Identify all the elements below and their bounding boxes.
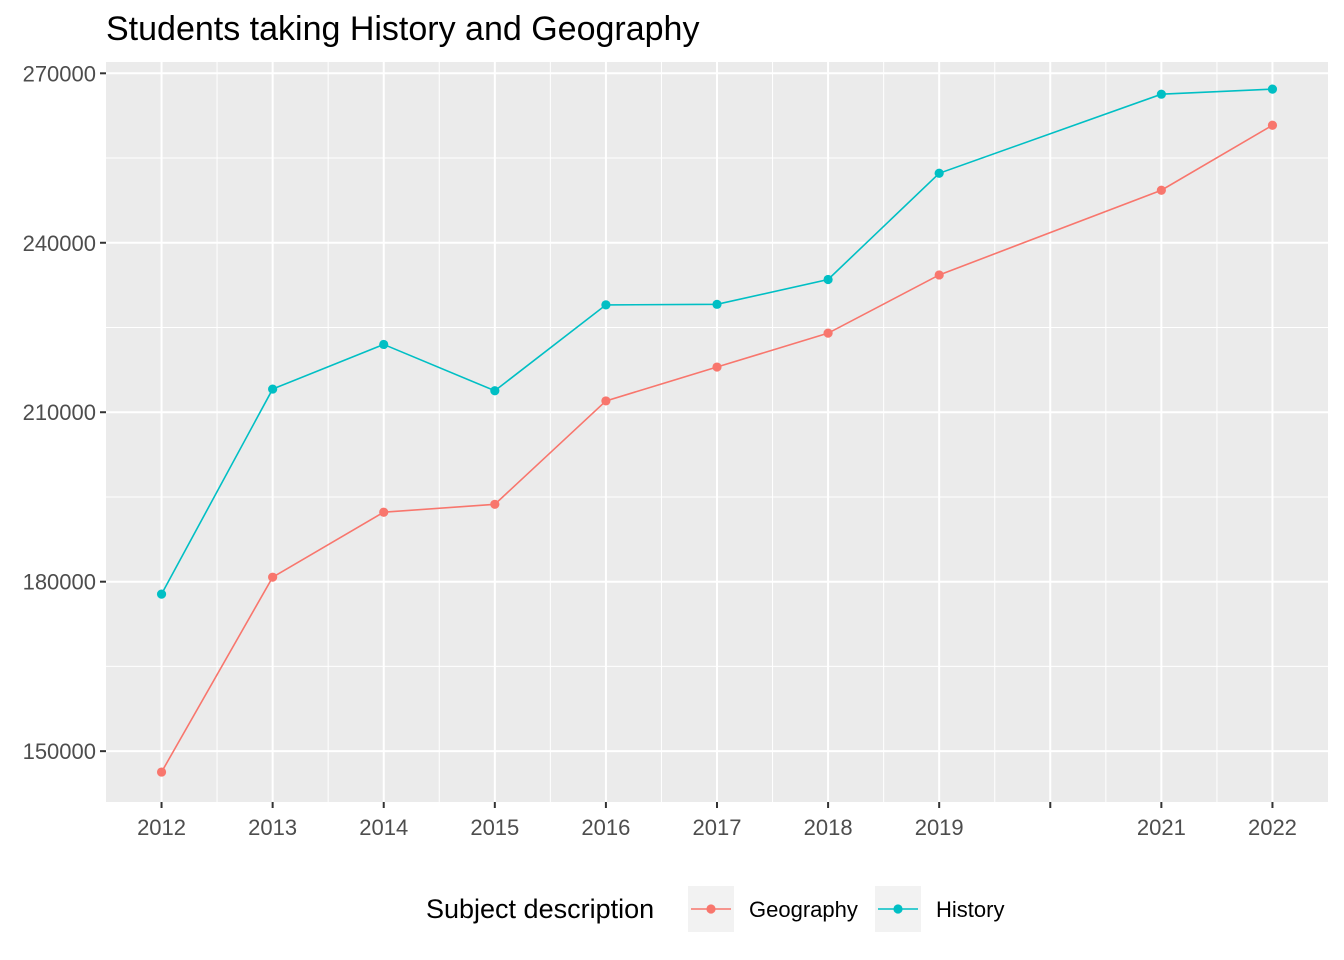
geography-data-point [601,396,611,406]
legend-title: Subject description [426,894,654,924]
x-tick-label: 2014 [359,815,408,840]
geography-data-point [268,572,278,582]
x-tick-label: 2022 [1248,815,1297,840]
chart-title: Students taking History and Geography [106,10,700,48]
history-data-point [934,168,944,178]
y-axis: 150000 180000 210000 240000 270000 [23,61,106,764]
history-data-point [601,300,611,310]
y-tick-label: 210000 [23,400,96,425]
minor-gridlines [106,62,1328,802]
geography-legend-point [706,904,716,914]
geography-data-point [490,499,500,509]
x-tick-label: 2015 [470,815,519,840]
history-data-point [823,274,833,285]
history-data-point [1267,84,1278,94]
y-tick-label: 180000 [23,570,96,595]
geography-legend-label: Geography [749,897,858,922]
history-data-point [1156,89,1166,99]
legend: Subject description Geography History [426,886,1004,932]
x-tick-label: 2013 [248,815,297,840]
geography-data-point [156,767,167,777]
history-series-line [160,88,1273,595]
history-data-point [712,299,722,309]
x-axis: 2012 2013 2014 2015 2016 2017 2018 2019 2021 2022 [137,802,1297,840]
x-tick-label: 2021 [1137,815,1186,840]
x-tick-label: 2018 [804,815,853,840]
y-tick-label: 240000 [23,231,96,256]
geography-series-line [160,124,1273,773]
x-tick-label: 2017 [693,815,742,840]
geography-data-point [712,362,722,372]
y-tick-label: 150000 [23,739,96,764]
x-tick-label: 2012 [137,815,186,840]
history-data-point [156,589,167,599]
history-data-point [268,384,278,394]
y-tick-label: 270000 [23,61,96,86]
geography-data-point [1267,120,1278,130]
history-legend-point [893,904,903,914]
major-gridlines [106,62,1328,802]
geography-data-point [934,270,944,280]
geography-data-point [379,507,389,517]
history-legend-label: History [936,897,1004,922]
history-data-point [379,339,389,350]
history-data-point [490,386,500,396]
x-tick-label: 2019 [915,815,964,840]
x-tick-label: 2016 [581,815,630,840]
series-layer [156,84,1278,777]
geography-data-point [1156,185,1166,195]
geography-data-point [823,328,833,338]
